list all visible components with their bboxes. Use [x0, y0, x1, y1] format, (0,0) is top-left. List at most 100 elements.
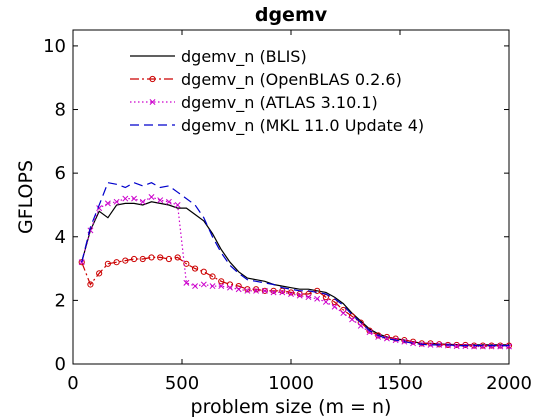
- series-layer: [78, 182, 513, 350]
- series-point: [148, 254, 155, 261]
- legend-label: dgemv_n (BLIS): [181, 47, 307, 67]
- series-point: [113, 259, 120, 266]
- y-tick-label: 0: [55, 354, 66, 375]
- chart-title: dgemv: [255, 4, 328, 26]
- series-point: [165, 198, 172, 205]
- series-point: [200, 281, 207, 288]
- series-point: [209, 273, 216, 280]
- series-point: [130, 255, 138, 263]
- x-tick-label: 2000: [486, 373, 532, 394]
- series-point: [296, 292, 303, 299]
- series-point: [322, 299, 329, 305]
- series-point: [191, 265, 199, 272]
- series-point: [497, 343, 504, 350]
- series-point: [305, 294, 312, 301]
- legend: dgemv_n (BLIS) dgemv_n (OpenBLAS 0.2.6) dg…: [130, 47, 424, 136]
- y-axis-label: GFLOPS: [15, 160, 37, 234]
- series-point: [270, 289, 277, 296]
- legend-label: dgemv_n (MKL 11.0 Update 4): [181, 116, 424, 136]
- y-tick-label: 2: [55, 290, 66, 311]
- series-point: [78, 259, 85, 266]
- series-point: [244, 287, 251, 294]
- series-point: [410, 340, 417, 347]
- plot-area: 0 500 1000 1500 2000 0 2 4 6 8 10: [43, 29, 532, 394]
- series-point: [87, 281, 94, 288]
- series-point: [122, 257, 129, 264]
- series-point: [479, 343, 486, 350]
- series-point: [253, 287, 260, 294]
- legend-label: dgemv_n (ATLAS 3.10.1): [181, 93, 378, 113]
- series-point: [392, 335, 399, 342]
- series-point: [157, 197, 164, 204]
- series-point: [104, 260, 111, 267]
- series-point: [314, 287, 321, 294]
- legend-label: dgemv_n (OpenBLAS 0.2.6): [181, 70, 402, 90]
- series-point: [192, 283, 199, 290]
- series-point: [383, 335, 390, 342]
- series-point: [383, 333, 391, 341]
- series-point: [462, 341, 469, 349]
- series-point: [427, 340, 434, 347]
- x-tick-label: 1000: [268, 373, 314, 394]
- series-point: [183, 279, 190, 286]
- y-tick-label: 6: [55, 163, 66, 184]
- series-point: [279, 289, 286, 296]
- y-tick-label: 8: [55, 100, 66, 121]
- series-point: [157, 254, 164, 261]
- x-tick-label: 0: [67, 373, 78, 394]
- series-point: [445, 342, 451, 349]
- series-point: [314, 295, 321, 302]
- series-point: [139, 198, 146, 205]
- x-axis-label: problem size (m = n): [191, 396, 392, 418]
- series-point: [488, 343, 495, 350]
- series-point: [227, 284, 233, 291]
- series-point: [261, 287, 268, 294]
- series-point: [349, 316, 355, 323]
- legend-marker: [149, 99, 156, 105]
- ticks-layer: 0 500 1000 1500 2000 0 2 4 6 8 10: [43, 30, 532, 394]
- series-point: [200, 268, 207, 275]
- series-point: [418, 340, 425, 347]
- series-point: [244, 286, 251, 293]
- series-point: [401, 337, 408, 344]
- series-point: [427, 341, 434, 348]
- y-tick-label: 4: [55, 227, 66, 248]
- series-point: [288, 291, 294, 297]
- series-point: [453, 343, 460, 350]
- series-point: [183, 260, 190, 267]
- series-point: [287, 289, 295, 296]
- series-point: [218, 283, 225, 290]
- axes-box: [72, 29, 510, 365]
- series-point: [235, 286, 242, 293]
- series-point: [331, 303, 338, 310]
- series-point: [340, 310, 347, 317]
- series-point: [148, 194, 155, 200]
- series-point: [218, 278, 225, 285]
- series-point: [96, 205, 103, 212]
- series-point: [366, 329, 373, 336]
- series-point: [113, 198, 120, 205]
- legend-marker: [149, 75, 156, 83]
- series-point: [174, 254, 181, 261]
- series-point: [471, 343, 478, 350]
- series-point: [174, 201, 181, 208]
- series-point: [506, 343, 512, 350]
- series-point: [78, 259, 85, 266]
- series-point: [366, 327, 373, 334]
- series-point: [209, 283, 216, 290]
- series-point: [296, 290, 303, 298]
- series-point: [375, 334, 382, 340]
- x-tick-label: 500: [165, 373, 199, 394]
- series-point: [104, 200, 111, 207]
- series-point: [139, 255, 146, 263]
- y-tick-label: 10: [43, 36, 66, 57]
- series-point: [165, 255, 173, 263]
- series-point: [96, 270, 103, 277]
- series-point: [131, 195, 137, 202]
- series-point: [409, 338, 417, 345]
- series-point: [253, 286, 260, 293]
- series-point: [436, 341, 443, 348]
- series-line: [81, 182, 509, 347]
- series-point: [122, 195, 129, 202]
